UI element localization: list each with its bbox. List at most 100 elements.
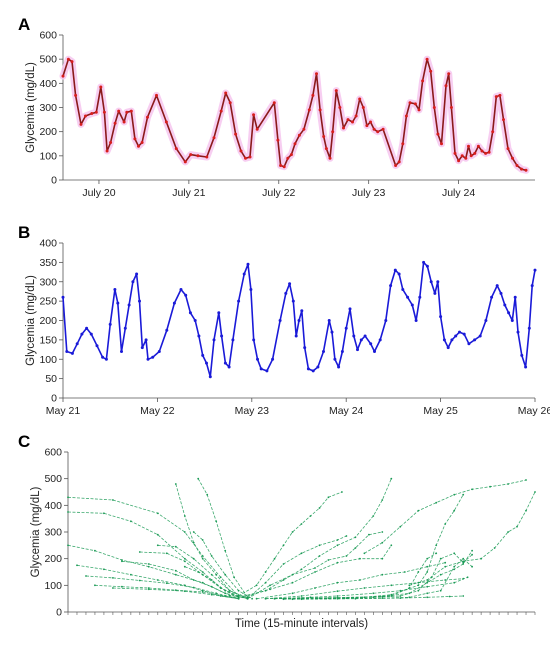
data-point: [426, 596, 429, 599]
x-tick-label: May 25: [423, 405, 458, 417]
data-point: [85, 326, 89, 330]
data-point: [286, 156, 290, 160]
x-tick-label: July 22: [262, 187, 295, 199]
data-point: [135, 272, 139, 276]
series-line: [265, 550, 473, 600]
x-tick-label: July 24: [442, 187, 475, 199]
data-point: [534, 491, 536, 493]
data-point: [408, 101, 412, 105]
data-point: [314, 571, 316, 573]
data-point: [311, 369, 315, 373]
data-point: [156, 544, 159, 547]
data-point: [256, 357, 259, 361]
data-point: [80, 332, 84, 336]
data-point: [327, 319, 331, 322]
data-point: [315, 72, 318, 76]
y-tick-label: 200: [39, 126, 57, 138]
data-point: [491, 130, 495, 134]
data-point: [70, 351, 74, 355]
data-point: [183, 590, 186, 593]
data-point: [300, 552, 303, 555]
data-point: [183, 565, 186, 568]
data-point: [259, 367, 263, 371]
data-point: [399, 525, 402, 528]
data-point: [131, 280, 135, 284]
x-tick-label: July 21: [172, 187, 205, 199]
data-point: [525, 479, 527, 481]
y-tick-label: 500: [39, 54, 57, 66]
data-point: [328, 156, 332, 160]
data-point: [291, 573, 294, 576]
data-point: [147, 587, 150, 589]
data-point: [291, 531, 294, 533]
data-point: [462, 557, 465, 560]
data-point: [368, 533, 370, 536]
data-point: [397, 272, 401, 276]
data-point: [513, 295, 517, 299]
data-point: [219, 576, 222, 579]
data-point: [255, 584, 258, 587]
data-point: [125, 110, 129, 114]
data-point: [381, 127, 385, 131]
data-point: [201, 539, 204, 541]
panel-letter: A: [18, 15, 30, 34]
data-point: [117, 109, 121, 113]
data-point: [354, 536, 357, 539]
data-point: [471, 488, 473, 491]
data-point: [289, 153, 293, 157]
data-point: [318, 544, 321, 547]
data-point: [448, 595, 451, 598]
data-point: [426, 557, 429, 560]
data-point: [462, 560, 465, 563]
data-point: [527, 326, 531, 330]
data-point: [130, 573, 132, 576]
series-line: [139, 551, 239, 598]
data-point: [417, 509, 420, 512]
data-point: [282, 579, 285, 581]
data-point: [67, 544, 69, 547]
data-point: [147, 588, 150, 591]
data-point: [129, 109, 133, 113]
series-line: [157, 544, 248, 599]
data-point: [414, 319, 418, 322]
data-point: [269, 584, 271, 587]
data-point: [156, 512, 159, 515]
data-point: [408, 584, 411, 587]
data-point: [494, 95, 498, 99]
data-point: [201, 555, 204, 557]
data-point: [406, 295, 410, 299]
data-point: [464, 156, 468, 160]
series-line: [238, 491, 343, 597]
data-point: [410, 303, 414, 307]
data-point: [342, 126, 345, 130]
data-point: [183, 515, 186, 517]
data-point: [453, 565, 456, 568]
data-point: [291, 592, 294, 595]
y-tick-label: 100: [39, 354, 57, 366]
data-point: [399, 595, 402, 597]
y-axis-title: Glycemia (mg/dL): [30, 486, 42, 577]
data-point: [506, 147, 510, 151]
data-point: [354, 114, 358, 118]
data-point: [252, 338, 256, 342]
data-point: [520, 167, 523, 171]
data-point: [197, 334, 201, 338]
data-point: [495, 284, 499, 288]
data-point: [436, 280, 440, 284]
data-point: [120, 350, 123, 353]
x-axis-title: Time (15-minute intervals): [235, 618, 368, 630]
data-point: [244, 156, 247, 160]
data-point: [164, 120, 168, 124]
data-point: [336, 544, 339, 547]
series-line: [67, 511, 239, 597]
data-point: [205, 361, 208, 365]
data-point: [215, 520, 218, 523]
data-point: [205, 155, 209, 159]
data-point: [507, 483, 509, 485]
data-point: [174, 569, 177, 572]
series-line: [265, 578, 464, 600]
data-point: [359, 338, 363, 342]
data-point: [197, 477, 200, 480]
data-point: [336, 561, 339, 564]
data-point: [484, 151, 488, 155]
